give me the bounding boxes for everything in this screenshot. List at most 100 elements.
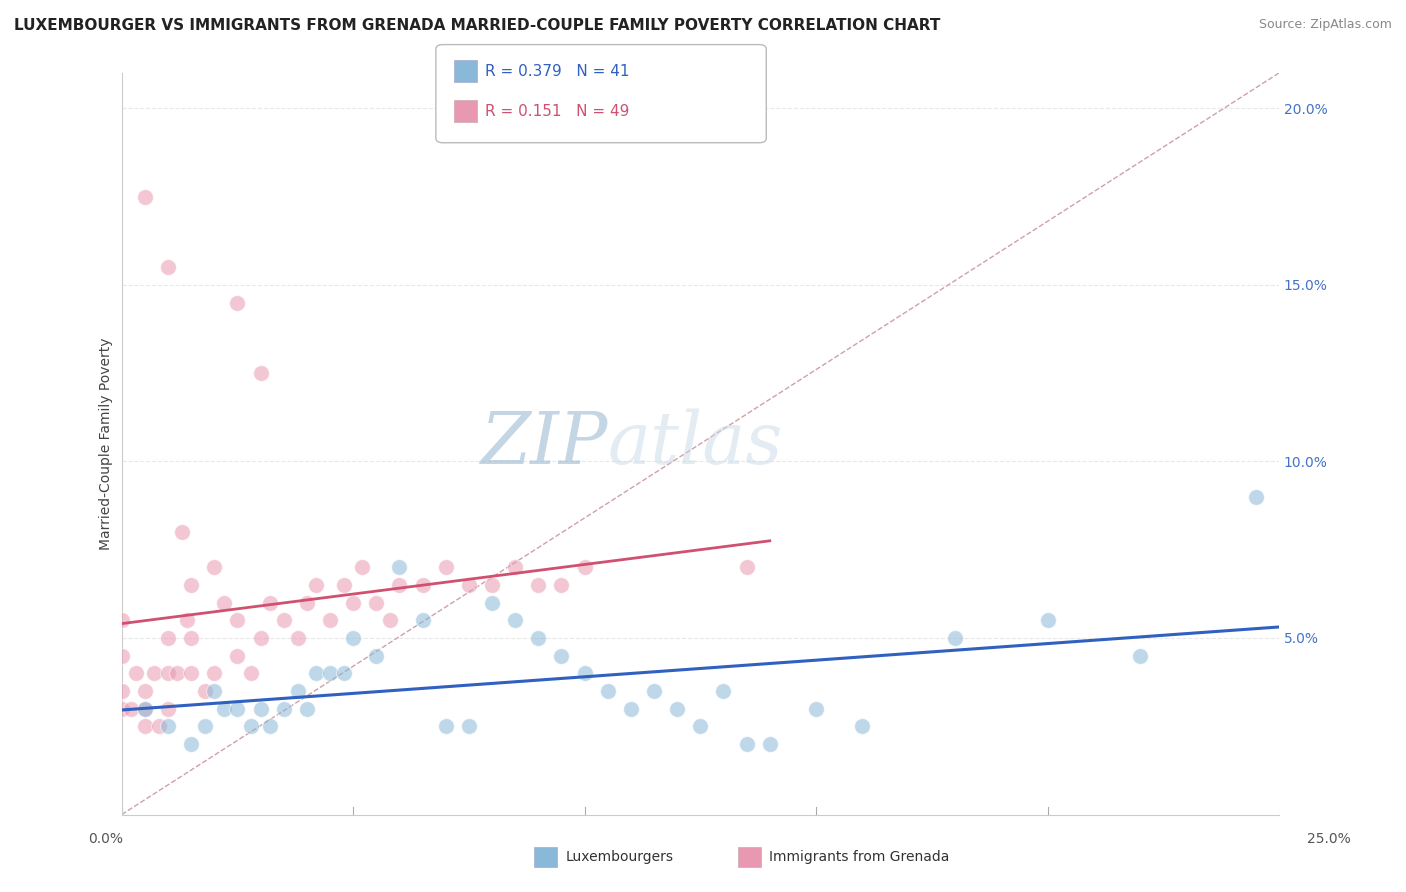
Point: [1129, 648, 1152, 663]
Point: [689, 719, 711, 733]
Point: [735, 560, 758, 574]
Point: [643, 684, 665, 698]
Point: [319, 666, 342, 681]
Point: [156, 701, 179, 715]
Point: [295, 701, 318, 715]
Point: [249, 631, 271, 645]
Point: [226, 295, 249, 310]
Point: [180, 578, 202, 592]
Point: [120, 701, 142, 715]
Point: [287, 631, 309, 645]
Point: [305, 578, 328, 592]
Point: [527, 578, 550, 592]
Point: [166, 666, 188, 681]
Point: [273, 613, 295, 627]
Text: R = 0.151   N = 49: R = 0.151 N = 49: [485, 104, 630, 119]
Text: ZIP: ZIP: [481, 409, 607, 479]
Point: [503, 560, 526, 574]
Point: [481, 596, 503, 610]
Point: [226, 613, 249, 627]
Point: [156, 666, 179, 681]
Text: 0.0%: 0.0%: [89, 832, 122, 846]
Point: [851, 719, 873, 733]
Point: [1036, 613, 1059, 627]
Point: [342, 596, 364, 610]
Point: [240, 719, 263, 733]
Point: [412, 578, 434, 592]
Text: Luxembourgers: Luxembourgers: [565, 850, 673, 864]
Point: [194, 684, 217, 698]
Point: [111, 648, 134, 663]
Point: [111, 701, 134, 715]
Point: [134, 719, 156, 733]
Point: [388, 560, 411, 574]
Point: [319, 613, 342, 627]
Point: [134, 189, 156, 203]
Text: Immigrants from Grenada: Immigrants from Grenada: [769, 850, 949, 864]
Point: [202, 666, 225, 681]
Point: [943, 631, 966, 645]
Point: [758, 737, 780, 751]
Text: 25.0%: 25.0%: [1306, 832, 1351, 846]
Point: [333, 666, 356, 681]
Point: [111, 684, 134, 698]
Point: [212, 701, 235, 715]
Point: [333, 578, 356, 592]
Point: [202, 684, 225, 698]
Point: [259, 719, 281, 733]
Point: [305, 666, 328, 681]
Point: [574, 560, 596, 574]
Text: R = 0.379   N = 41: R = 0.379 N = 41: [485, 64, 630, 78]
Text: LUXEMBOURGER VS IMMIGRANTS FROM GRENADA MARRIED-COUPLE FAMILY POVERTY CORRELATIO: LUXEMBOURGER VS IMMIGRANTS FROM GRENADA …: [14, 18, 941, 33]
Point: [666, 701, 689, 715]
Point: [194, 719, 217, 733]
Point: [434, 560, 457, 574]
Point: [143, 666, 166, 681]
Point: [148, 719, 170, 733]
Point: [134, 684, 156, 698]
Point: [434, 719, 457, 733]
Point: [457, 578, 479, 592]
Point: [134, 701, 156, 715]
Text: atlas: atlas: [607, 409, 783, 479]
Point: [249, 366, 271, 380]
Point: [457, 719, 479, 733]
Point: [111, 613, 134, 627]
Point: [180, 631, 202, 645]
Point: [366, 648, 388, 663]
Point: [352, 560, 374, 574]
Point: [503, 613, 526, 627]
Point: [134, 701, 156, 715]
Point: [804, 701, 827, 715]
Point: [527, 631, 550, 645]
Point: [550, 648, 572, 663]
Point: [620, 701, 643, 715]
Point: [366, 596, 388, 610]
Point: [226, 701, 249, 715]
Point: [180, 737, 202, 751]
Point: [735, 737, 758, 751]
Point: [180, 666, 202, 681]
Point: [156, 719, 179, 733]
Point: [380, 613, 402, 627]
Point: [481, 578, 503, 592]
Point: [1244, 490, 1267, 504]
Point: [226, 648, 249, 663]
Text: Source: ZipAtlas.com: Source: ZipAtlas.com: [1258, 18, 1392, 31]
Point: [212, 596, 235, 610]
Point: [156, 631, 179, 645]
Point: [287, 684, 309, 698]
Point: [596, 684, 619, 698]
Point: [249, 701, 271, 715]
Y-axis label: Married-Couple Family Poverty: Married-Couple Family Poverty: [100, 337, 114, 550]
Point: [273, 701, 295, 715]
Point: [295, 596, 318, 610]
Point: [156, 260, 179, 275]
Point: [176, 613, 198, 627]
Point: [240, 666, 263, 681]
Point: [170, 524, 193, 539]
Point: [342, 631, 364, 645]
Point: [550, 578, 572, 592]
Point: [412, 613, 434, 627]
Point: [124, 666, 146, 681]
